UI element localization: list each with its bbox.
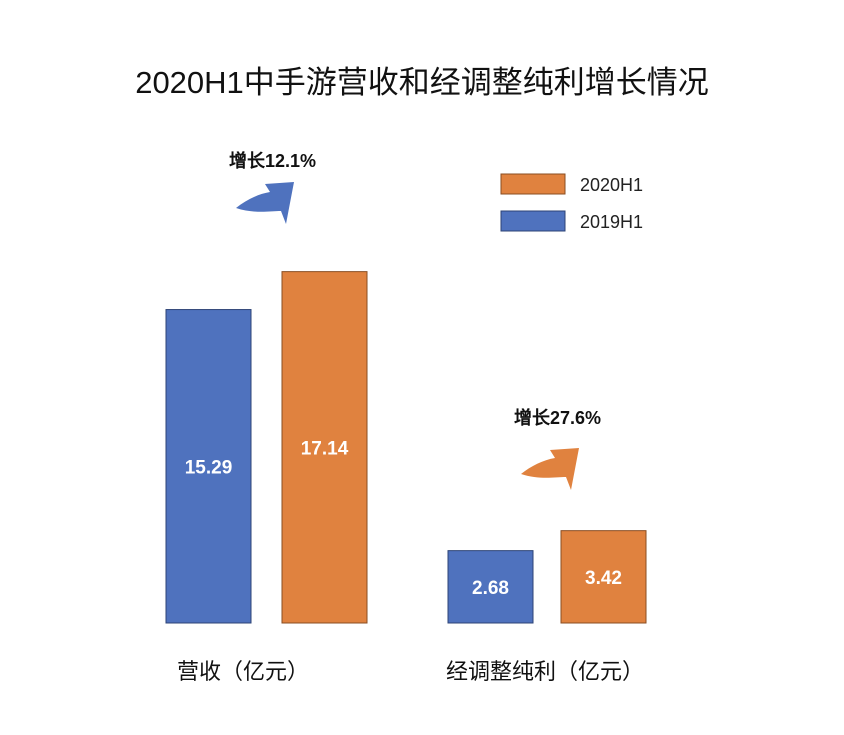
growth-arrow-icon-orange [521,448,579,490]
legend: 2020H1 2019H1 [500,173,643,232]
data-label-2020h1-0: 17.14 [301,438,349,459]
legend-swatch-2020h1 [500,173,566,195]
bar-2019h1-1 [447,550,534,624]
legend-swatch-2019h1 [500,210,566,232]
bar-2019h1-0 [165,309,252,624]
bars-group: 15.29 17.14 2.68 3.42 [165,271,647,624]
growth-annotation-profit: 增长27.6% [514,407,601,428]
growth-arrow-icon-blue [236,182,294,224]
legend-label-2019h1: 2019H1 [580,212,643,232]
growth-annotation-revenue: 增长12.1% [229,150,316,171]
bar-2020h1-0 [281,271,368,624]
category-label-profit: 经调整纯利（亿元） [446,659,644,684]
legend-label-2020h1: 2020H1 [580,175,643,195]
data-label-2020h1-1: 3.42 [585,568,622,589]
data-label-2019h1-0: 15.29 [185,457,233,478]
category-label-revenue: 营收（亿元） [177,659,309,684]
data-label-2019h1-1: 2.68 [472,578,509,599]
chart-title: 2020H1中手游营收和经调整纯利增长情况 [135,65,709,100]
bar-2020h1-1 [560,530,647,624]
